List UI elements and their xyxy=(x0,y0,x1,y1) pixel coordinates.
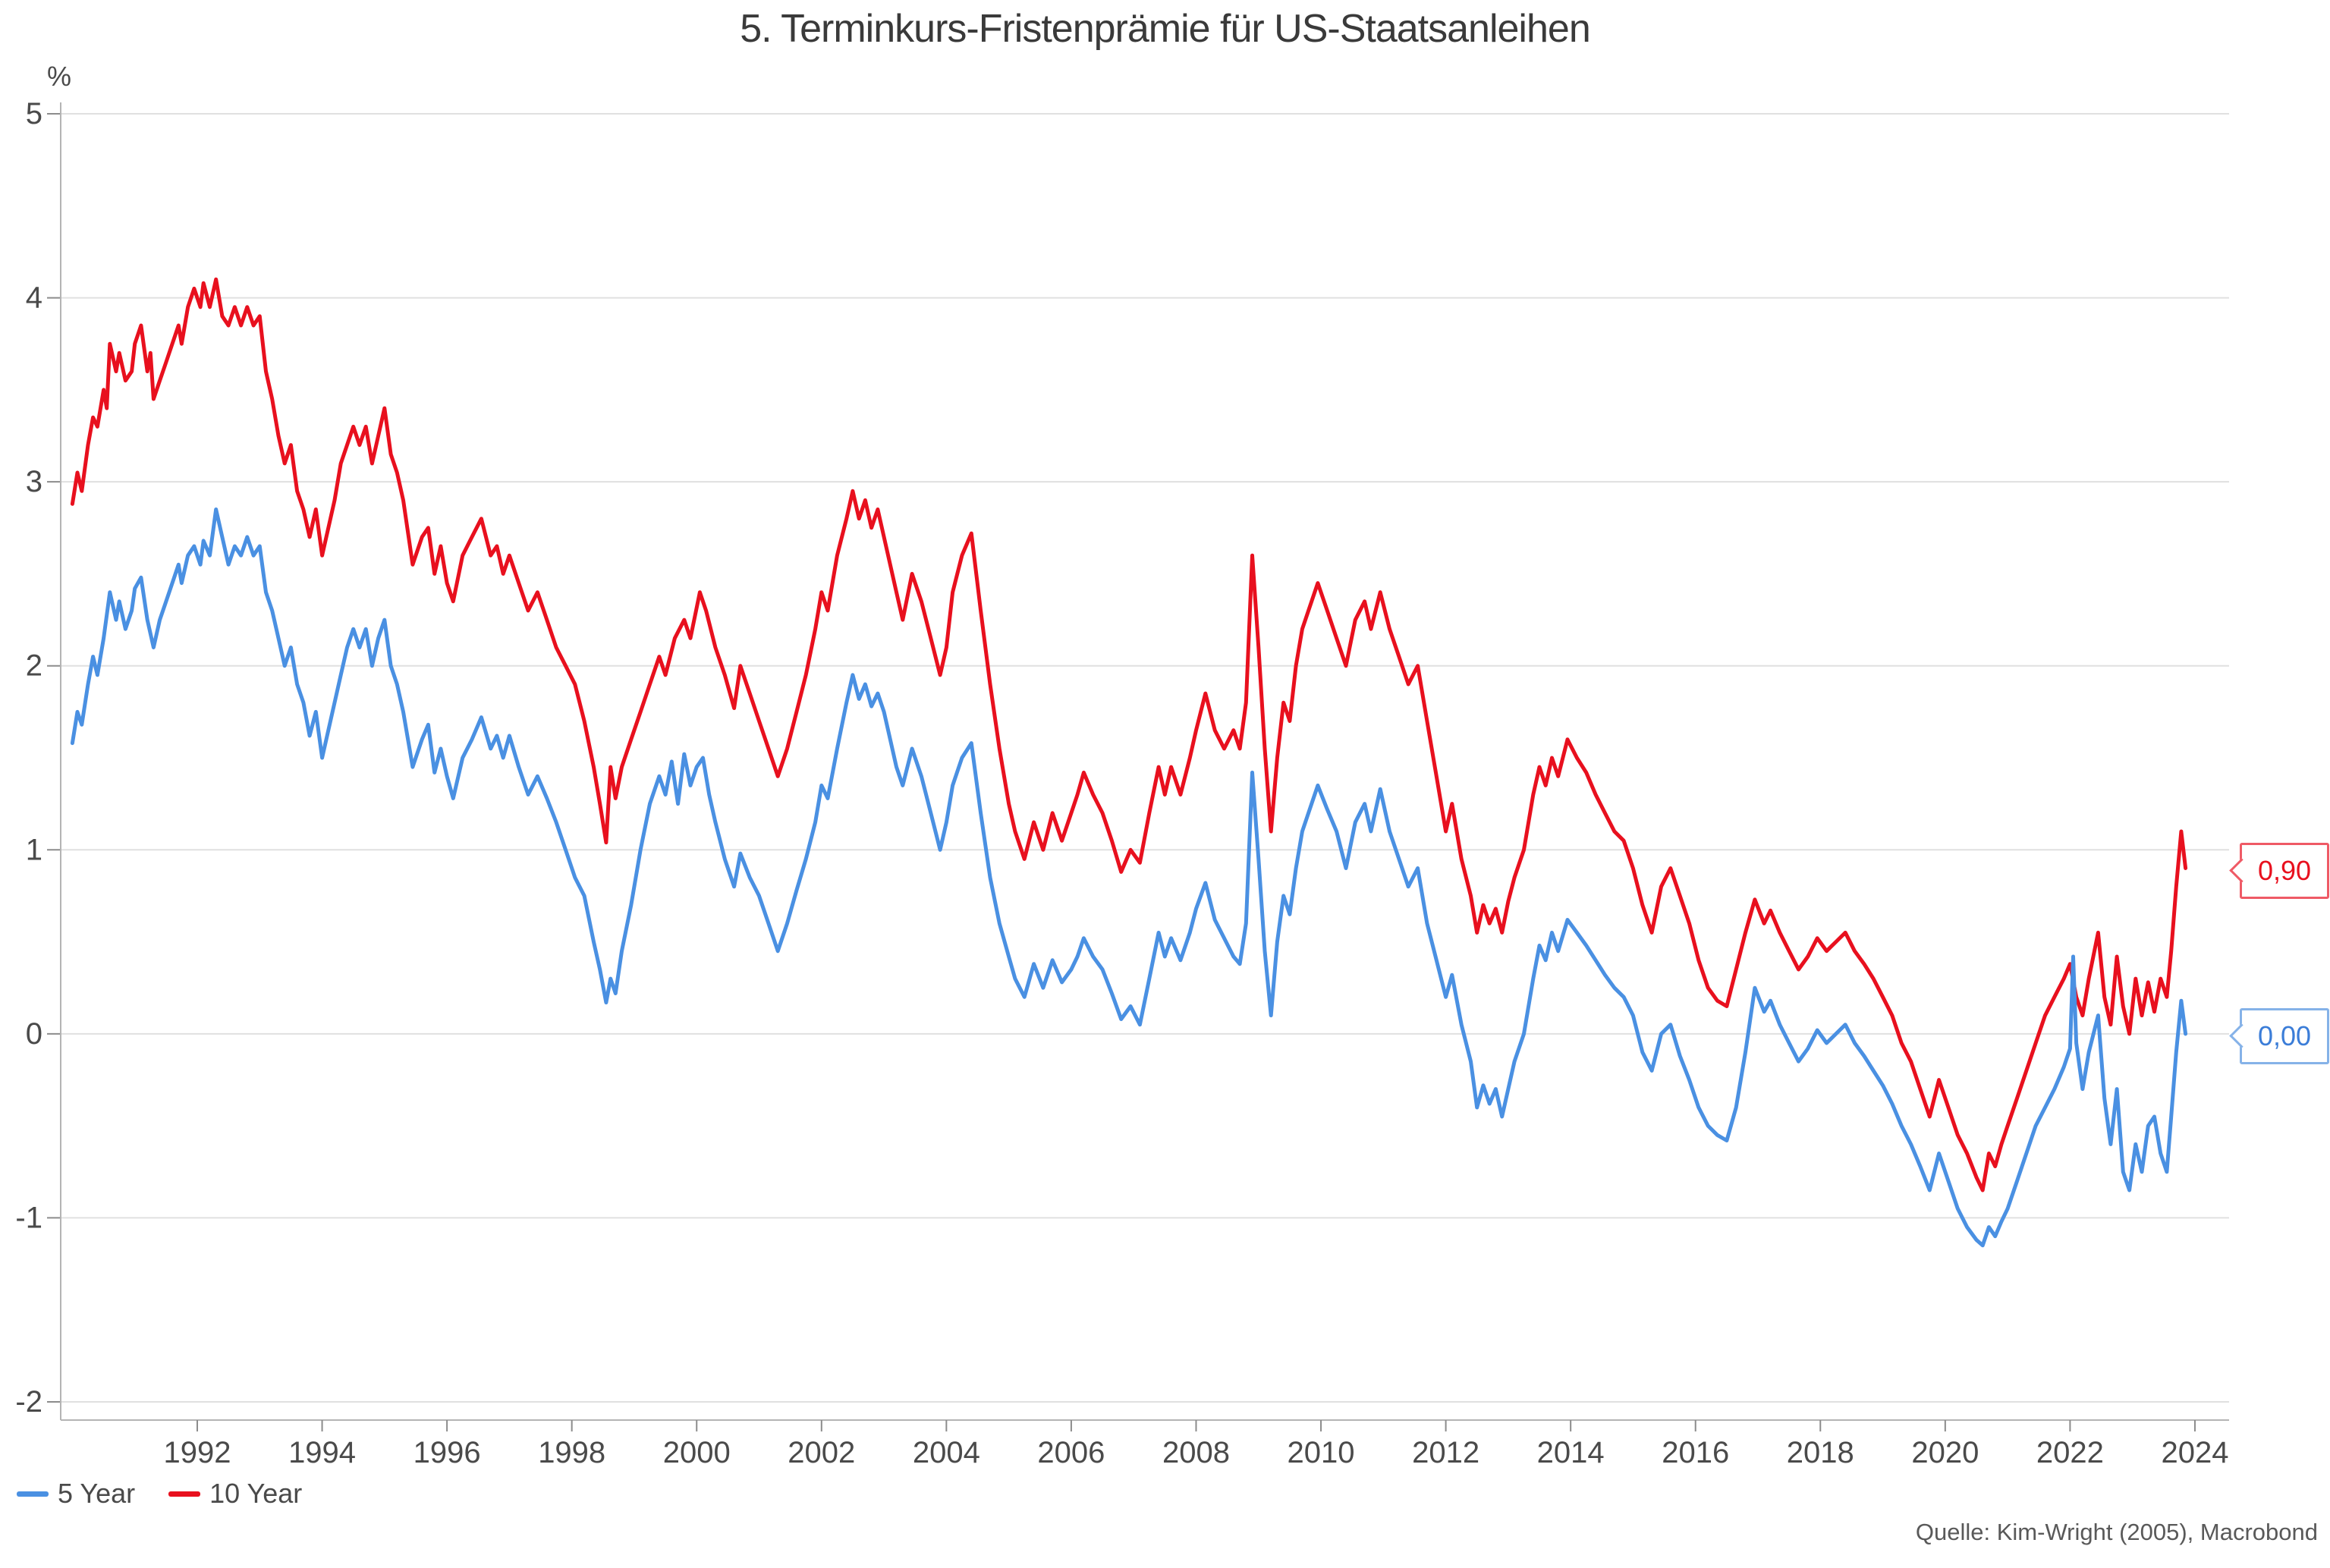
x-tick-label-1992: 1992 xyxy=(164,1436,231,1469)
x-tick-label-1998: 1998 xyxy=(538,1436,605,1469)
x-tick-label-2018: 2018 xyxy=(1787,1436,1854,1469)
x-tick-label-2024: 2024 xyxy=(2161,1436,2228,1469)
x-tick-label-1994: 1994 xyxy=(288,1436,356,1469)
y-tick-label-4: 4 xyxy=(26,281,42,315)
x-tick-label-2012: 2012 xyxy=(1412,1436,1479,1469)
series-line-10-year xyxy=(70,277,2188,1192)
legend-item-5-year: 5 Year xyxy=(17,1478,135,1510)
legend-label-5-year: 5 Year xyxy=(58,1478,136,1509)
end-value-5-year: 0,00 xyxy=(2257,1020,2312,1051)
legend: 5 Year 10 Year xyxy=(17,1478,335,1510)
x-tick-label-2004: 2004 xyxy=(913,1436,980,1469)
y-axis-unit-label: % xyxy=(47,61,72,92)
y-tick-label-1: 1 xyxy=(26,833,42,866)
x-tick-label-2014: 2014 xyxy=(1537,1436,1605,1469)
y-tick-label-5: 5 xyxy=(26,97,42,130)
legend-line-swatch-blue xyxy=(17,1491,49,1497)
end-value-10-year: 0,90 xyxy=(2257,854,2312,886)
legend-line-swatch-red xyxy=(168,1491,201,1497)
x-tick-label-2010: 2010 xyxy=(1288,1436,1355,1469)
y-tick-label-3: 3 xyxy=(26,465,42,498)
source-attribution: Quelle: Kim-Wright (2005), Macrobond xyxy=(1915,1519,2318,1545)
end-value-callout-5-year: 0,00 xyxy=(2229,1007,2329,1064)
y-tick-label--1: -1 xyxy=(15,1201,42,1234)
x-tick-label-2022: 2022 xyxy=(2036,1436,2104,1469)
x-tick-label-2002: 2002 xyxy=(788,1436,855,1469)
x-tick-label-2020: 2020 xyxy=(1911,1436,1979,1469)
end-value-callout-10-year: 0,90 xyxy=(2229,842,2329,899)
x-tick-label-2016: 2016 xyxy=(1662,1436,1729,1469)
chart-title: 5. Terminkurs-Fristenprämie für US-Staat… xyxy=(740,7,1591,51)
x-tick-label-2000: 2000 xyxy=(663,1436,731,1469)
y-tick-label-2: 2 xyxy=(26,649,42,683)
legend-label-10-year: 10 Year xyxy=(209,1478,303,1509)
legend-item-10-year: 10 Year xyxy=(168,1478,302,1510)
y-tick-label--2: -2 xyxy=(15,1385,42,1419)
x-tick-label-1996: 1996 xyxy=(413,1436,481,1469)
x-tick-label-2008: 2008 xyxy=(1162,1436,1230,1469)
x-tick-label-2006: 2006 xyxy=(1037,1436,1105,1469)
series-line-5-year xyxy=(70,507,2188,1248)
y-tick-label-0: 0 xyxy=(26,1017,42,1051)
